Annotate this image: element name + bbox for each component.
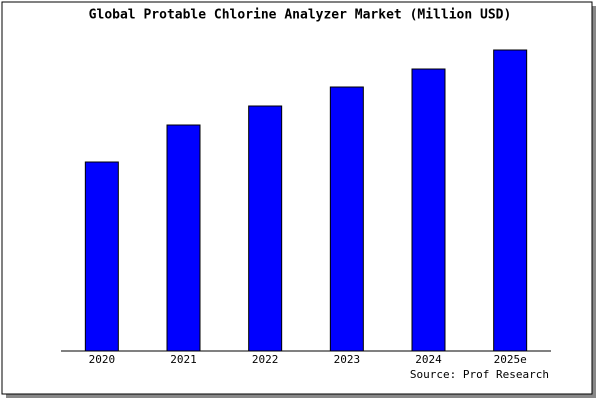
x-tick-label: 2025e	[494, 353, 527, 366]
x-tick-label: 2020	[89, 353, 116, 366]
plot-area	[61, 48, 551, 351]
bar	[248, 105, 283, 352]
bar	[329, 86, 364, 352]
x-tick-label: 2024	[415, 353, 442, 366]
source-note: Source: Prof Research	[410, 368, 549, 381]
x-tick-label: 2022	[252, 353, 279, 366]
x-tick-label: 2023	[334, 353, 361, 366]
bar	[493, 49, 528, 352]
bar	[411, 68, 446, 352]
bar	[84, 161, 119, 352]
x-tick-label: 2021	[170, 353, 197, 366]
chart-title: Global Protable Chlorine Analyzer Market…	[89, 8, 512, 23]
bar	[166, 124, 201, 352]
